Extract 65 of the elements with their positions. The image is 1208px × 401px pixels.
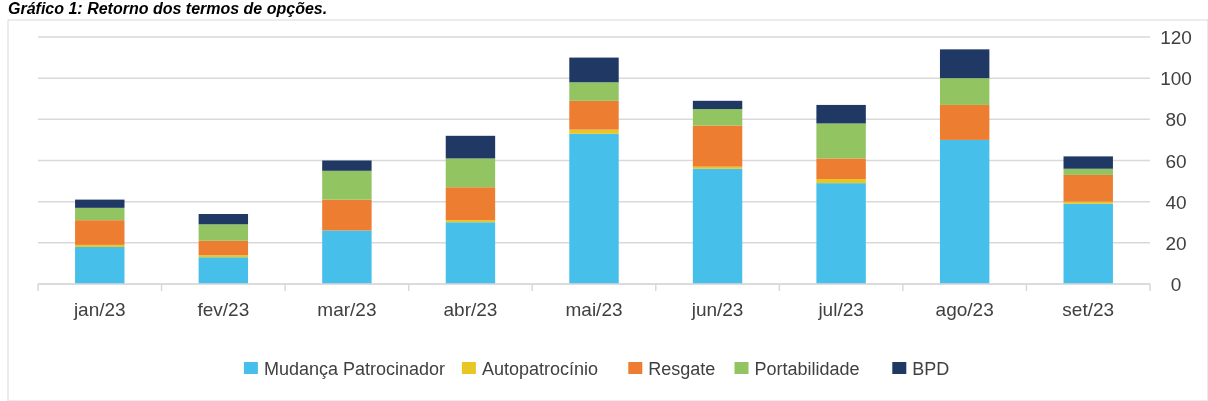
- legend-label: Autopatrocínio: [481, 359, 598, 379]
- bar: [569, 100, 619, 130]
- bar: [939, 139, 990, 284]
- x-tick-label: jun/23: [690, 299, 744, 320]
- x-tick-label: mar/23: [317, 299, 377, 320]
- bar: [198, 257, 249, 284]
- bar: [445, 187, 496, 221]
- bar: [445, 220, 496, 223]
- bar: [75, 207, 125, 221]
- bar: [692, 166, 743, 169]
- bar: [322, 160, 372, 171]
- y-tick-label: 120: [1160, 27, 1192, 48]
- bar: [198, 255, 249, 258]
- bar: [75, 199, 125, 208]
- bar: [322, 230, 372, 284]
- y-tick-label: 20: [1165, 232, 1187, 254]
- bar: [569, 82, 619, 101]
- bar: [816, 158, 866, 180]
- bar: [939, 49, 990, 79]
- bar: [569, 133, 619, 284]
- bar: [1063, 168, 1113, 175]
- bar: [322, 199, 372, 231]
- x-tick-label: mai/23: [565, 299, 623, 320]
- x-tick-label: jul/23: [817, 299, 864, 320]
- bar: [445, 222, 496, 284]
- y-tick-label: 60: [1165, 150, 1187, 172]
- x-tick-label: fev/23: [197, 299, 250, 320]
- bar: [198, 240, 249, 256]
- legend-label: Mudança Patrocinador: [263, 359, 446, 379]
- bar: [322, 170, 372, 200]
- bar: [692, 100, 743, 110]
- bar: [569, 129, 619, 134]
- x-tick-label: ago/23: [935, 299, 994, 320]
- bar: [939, 78, 990, 105]
- bar: [1063, 203, 1113, 284]
- chart-title: Gráfico 1: Retorno dos termos de opções.: [8, 0, 328, 17]
- bar: [692, 125, 743, 167]
- legend-label: BPD: [912, 359, 950, 379]
- bar: [445, 158, 496, 188]
- x-tick-label: abr/23: [443, 299, 498, 320]
- bar: [692, 109, 743, 126]
- bar: [816, 104, 866, 124]
- bar: [1063, 174, 1113, 202]
- bar: [939, 104, 990, 140]
- bar: [75, 246, 125, 284]
- legend-label: Resgate: [648, 359, 716, 379]
- y-tick-label: 0: [1170, 274, 1182, 295]
- bar: [816, 183, 866, 284]
- bar: [75, 220, 125, 245]
- bar: [692, 168, 743, 284]
- y-tick-label: 80: [1165, 109, 1187, 131]
- bar: [569, 57, 619, 83]
- bar: [75, 244, 125, 247]
- x-tick-label: set/23: [1062, 299, 1115, 320]
- x-tick-label: jan/23: [72, 299, 126, 320]
- bar: [816, 179, 866, 184]
- y-tick-label: 100: [1160, 68, 1192, 90]
- y-tick-label: 40: [1165, 191, 1187, 213]
- bar: [816, 123, 866, 159]
- bar: [198, 224, 249, 241]
- bar: [1063, 156, 1113, 169]
- bar: [1063, 201, 1113, 204]
- bar: [445, 135, 496, 159]
- legend-label: Portabilidade: [754, 359, 860, 379]
- bar: [198, 214, 249, 225]
